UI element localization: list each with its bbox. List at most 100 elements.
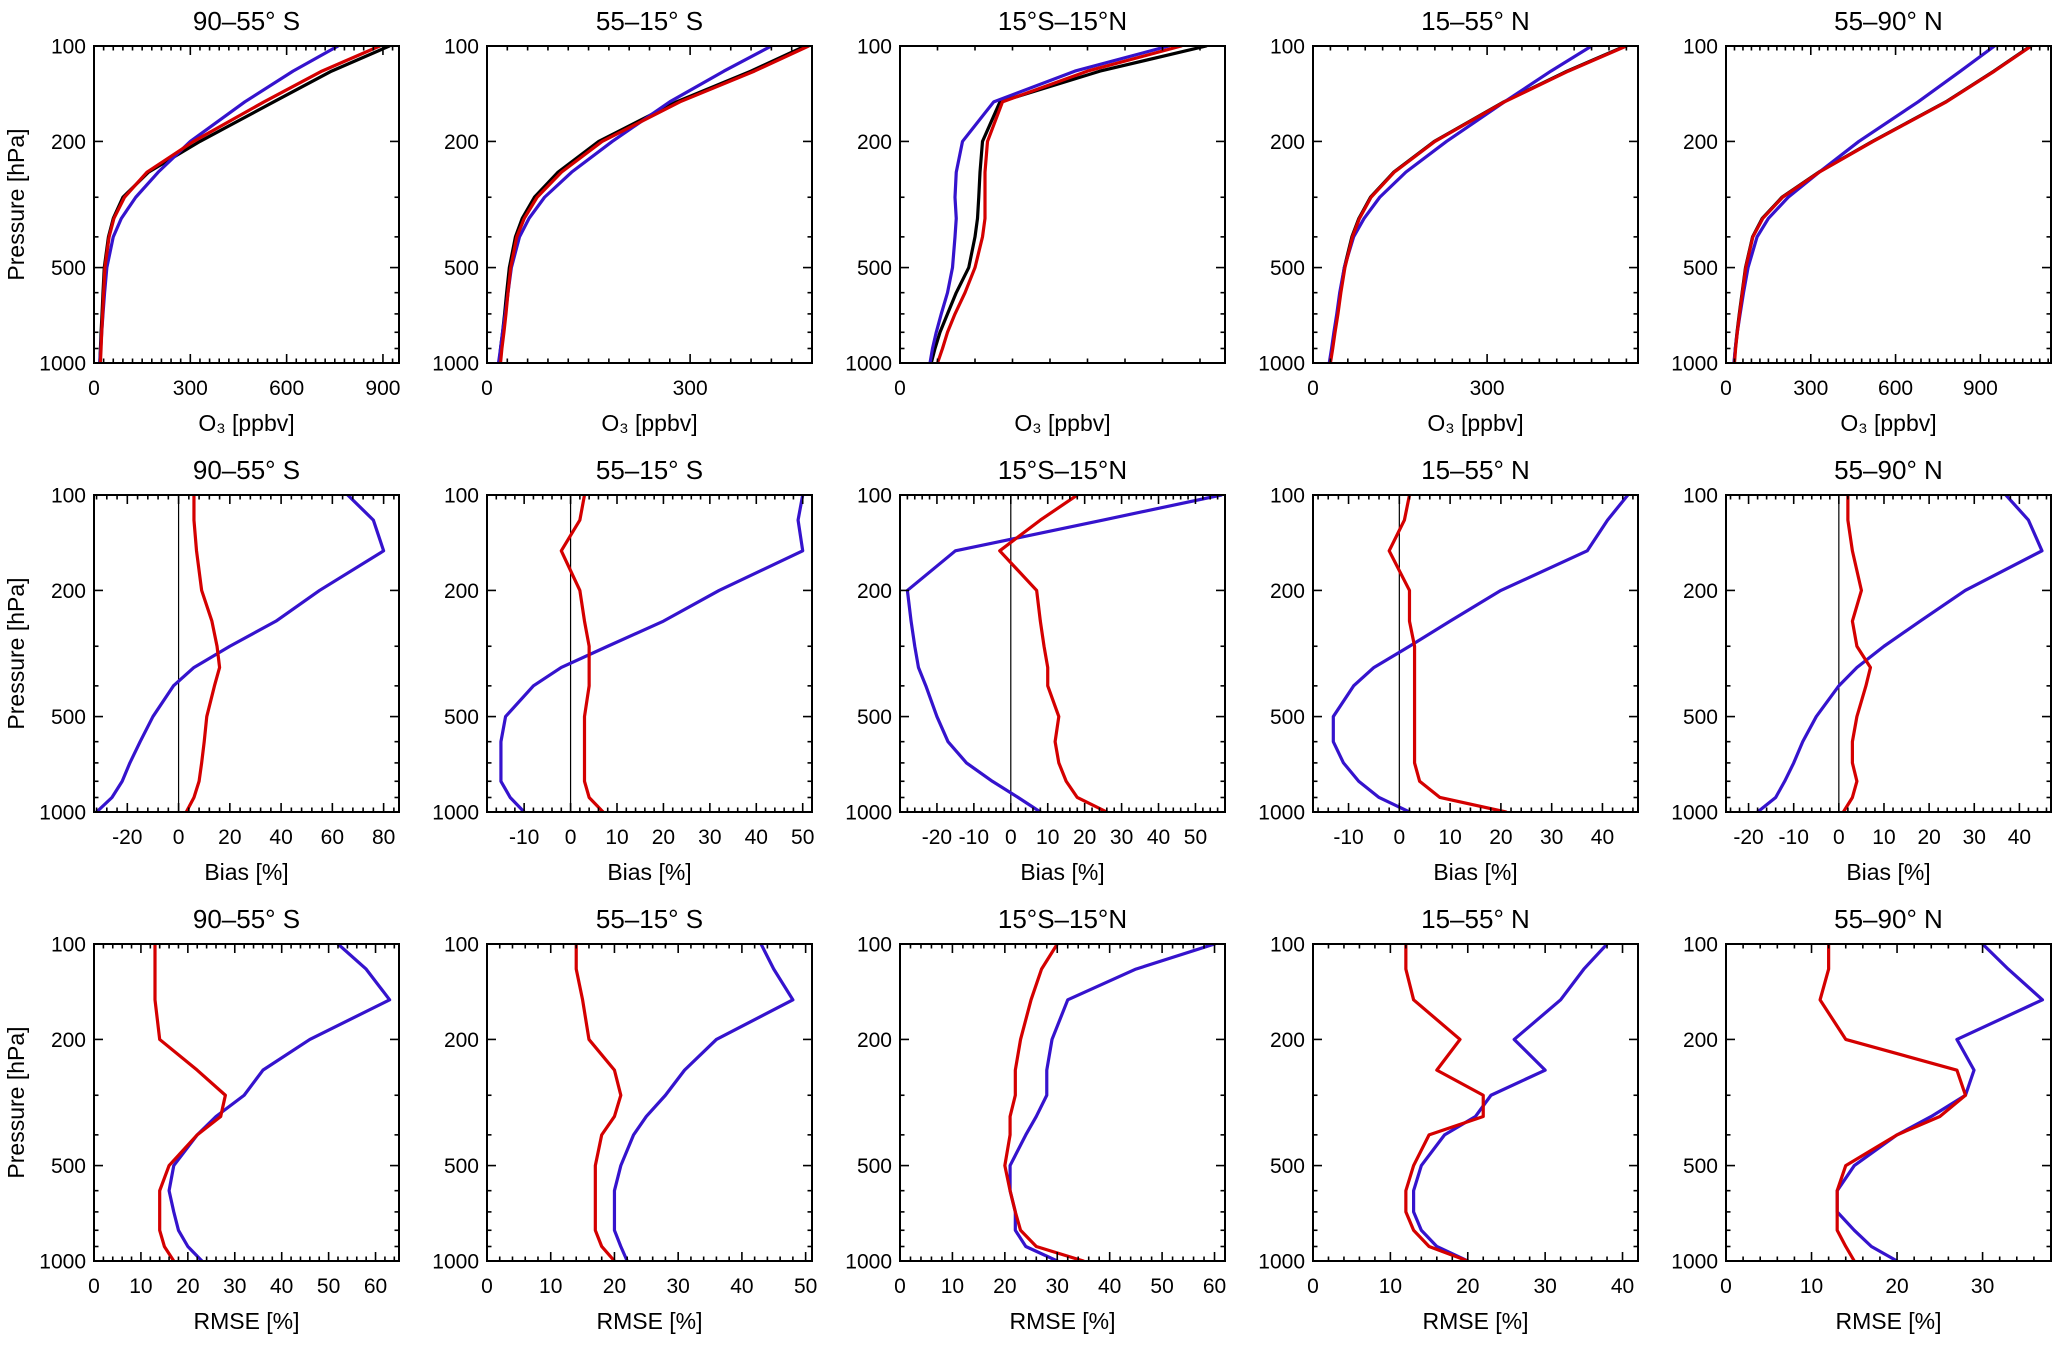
x-tick-label: 20 (218, 826, 241, 849)
x-tick-label: -20 (1733, 826, 1763, 849)
y-tick-label: 100 (51, 35, 86, 58)
panel-bias-55-15s: -10 0 10 20 30 40 50 100 200 500 1000 55–15° S Bias … (432, 455, 814, 885)
series-blue-line (905, 495, 1223, 812)
panel-cell-o3-15-55n: 0 300 100 200 500 1000 15–55° N O₃ [ppbv] (1239, 0, 1652, 449)
y-tick-label: 200 (1270, 131, 1305, 154)
y-tick-label: 500 (444, 1155, 479, 1178)
series-red-line (1818, 944, 1968, 1261)
plot-frame (486, 943, 813, 1262)
series-group (496, 46, 811, 363)
y-tick-label: 200 (444, 1029, 479, 1052)
plot-frame (1312, 943, 1639, 1262)
y-tick-label: 1000 (432, 352, 479, 375)
panel-rmse-55-15s: 0 10 20 30 40 50 100 200 500 1000 55–15° S RMSE [%] (432, 904, 817, 1334)
plot-frame (93, 943, 400, 1262)
y-tick-label: 1000 (1671, 801, 1718, 824)
x-axis-label: Bias [%] (204, 859, 288, 885)
x-tick-label: 600 (269, 377, 304, 400)
x-tick-label: 20 (1885, 1275, 1908, 1298)
panel-cell-rmse-15-55n: 0 10 20 30 40 100 200 500 1000 15–55° N RMSE [%] (1239, 898, 1652, 1347)
y-tick-label: 100 (444, 933, 479, 956)
y-tick-label: 100 (857, 484, 892, 507)
y-tick-label: 1000 (845, 352, 892, 375)
series-group (94, 495, 386, 812)
plot-frame (1725, 45, 2052, 364)
x-tick-label: 40 (269, 826, 292, 849)
series-blue-line (94, 495, 386, 812)
y-tick-label: 500 (1683, 257, 1718, 280)
series-black-line (98, 46, 391, 363)
x-axis-label: O₃ [ppbv] (1840, 410, 1936, 436)
series-red-line (1387, 495, 1508, 812)
y-tick-label: 200 (444, 131, 479, 154)
x-tick-label: 20 (603, 1275, 626, 1298)
panel-title: 55–90° N (1834, 455, 1943, 485)
x-tick-label: 30 (698, 826, 721, 849)
plot-frame (1312, 494, 1639, 813)
panel-title: 55–15° S (596, 904, 703, 934)
panel-bias-15-55n: -10 0 10 20 30 40 100 200 500 1000 15–55° N Bias [%… (1258, 455, 1639, 885)
x-tick-label: 40 (745, 826, 768, 849)
y-tick-label: 1000 (39, 352, 86, 375)
panel-rmse-90-55s: 0 10 20 30 40 50 60 100 200 500 1000 90–55° S RMSE [… (3, 904, 400, 1334)
y-tick-label: 1000 (1671, 352, 1718, 375)
x-tick-label: 300 (173, 377, 208, 400)
x-tick-label: 30 (666, 1275, 689, 1298)
x-tick-label: 80 (372, 826, 395, 849)
y-tick-label: 500 (857, 1155, 892, 1178)
panel-title: 15°S–15°N (998, 455, 1127, 485)
panel-o3-90-55s: 0 300 600 900 100 200 500 1000 90–55° S O₃ [ppbv]… (3, 6, 400, 436)
series-group (1756, 495, 2044, 812)
x-axis-label: RMSE [%] (1422, 1308, 1528, 1334)
series-blue-line (496, 46, 773, 363)
series-blue-line (1732, 46, 1997, 363)
x-tick-label: 30 (1110, 826, 1133, 849)
x-tick-label: 0 (1833, 826, 1845, 849)
series-group (1732, 46, 2033, 363)
x-tick-label: 10 (1872, 826, 1895, 849)
x-tick-label: 60 (321, 826, 344, 849)
y-tick-label: 500 (444, 257, 479, 280)
series-blue-line (928, 46, 1171, 363)
x-axis-label: O₃ [ppbv] (1427, 410, 1523, 436)
panel-cell-rmse-55-15s: 0 10 20 30 40 50 100 200 500 1000 55–15° S RMSE [%] (413, 898, 826, 1347)
series-group (1331, 495, 1630, 812)
series-red-line (1404, 944, 1485, 1261)
y-axis-label: Pressure [hPa] (3, 128, 29, 280)
y-tick-label: 100 (1270, 933, 1305, 956)
y-axis-label: Pressure [hPa] (3, 577, 29, 729)
x-tick-label: 30 (1533, 1275, 1556, 1298)
y-tick-label: 100 (444, 484, 479, 507)
x-tick-label: 60 (1203, 1275, 1226, 1298)
plot-frame (486, 45, 813, 364)
y-tick-label: 500 (1270, 706, 1305, 729)
x-tick-label: 0 (1307, 377, 1319, 400)
x-tick-label: 10 (539, 1275, 562, 1298)
x-axis-label: Bias [%] (1846, 859, 1930, 885)
y-tick-label: 500 (1270, 1155, 1305, 1178)
panel-o3-15-55n: 0 300 100 200 500 1000 15–55° N O₃ [ppbv] (1258, 6, 1639, 436)
series-blue-line (499, 495, 805, 812)
panel-bias-55-90n: -20 -10 0 10 20 30 40 100 200 500 1000 55–90° N Bias… (1671, 455, 2052, 885)
series-blue-line (167, 944, 392, 1261)
panel-cell-rmse-tropics: 0 10 20 30 40 50 60 100 200 500 1000 15°S–15°N RMSE … (826, 898, 1239, 1347)
series-red-line (498, 46, 811, 363)
x-tick-label: 50 (317, 1275, 340, 1298)
y-tick-label: 100 (1270, 35, 1305, 58)
x-tick-label: 10 (1036, 826, 1059, 849)
y-tick-label: 100 (857, 35, 892, 58)
plot-frame (899, 494, 1226, 813)
y-axis-label: Pressure [hPa] (3, 1026, 29, 1178)
x-tick-label: 20 (1917, 826, 1940, 849)
x-tick-label: 20 (652, 826, 675, 849)
y-tick-label: 100 (1270, 484, 1305, 507)
series-blue-line (1412, 944, 1609, 1261)
x-tick-label: 40 (1611, 1275, 1634, 1298)
panel-title: 15°S–15°N (998, 6, 1127, 36)
x-tick-label: 40 (730, 1275, 753, 1298)
panel-rmse-15-55n: 0 10 20 30 40 100 200 500 1000 15–55° N RMSE [%] (1258, 904, 1639, 1334)
x-tick-label: 0 (481, 377, 493, 400)
y-tick-label: 1000 (1671, 1250, 1718, 1273)
y-tick-label: 500 (1683, 1155, 1718, 1178)
panel-cell-rmse-55-90n: 0 10 20 30 100 200 500 1000 55–90° N RMSE [%] (1652, 898, 2065, 1347)
